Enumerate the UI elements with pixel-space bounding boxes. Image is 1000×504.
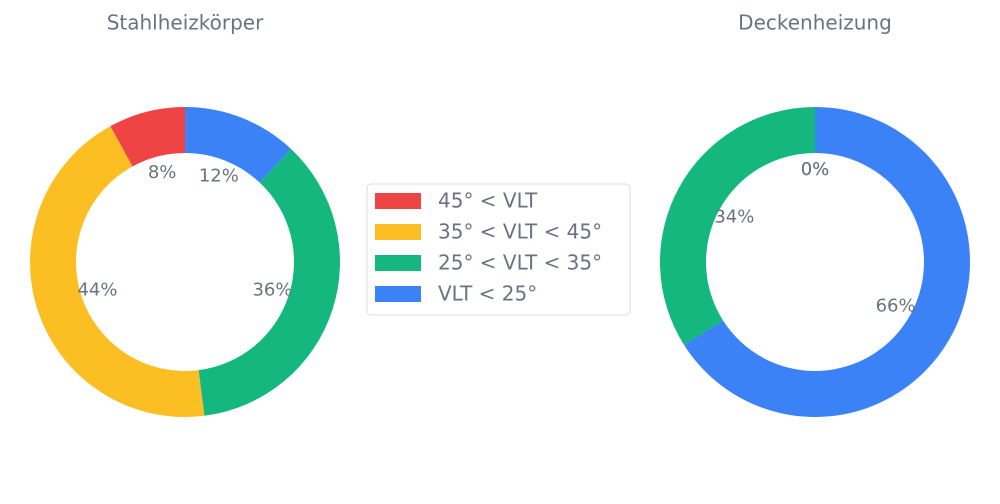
slice xyxy=(30,126,205,418)
slice-label: 36% xyxy=(252,279,292,300)
slice-label: 0% xyxy=(801,159,830,180)
slice-label: 34% xyxy=(714,207,754,228)
slice-label: 12% xyxy=(199,165,239,186)
slice-label: 44% xyxy=(77,279,117,300)
slice xyxy=(110,107,185,167)
slice xyxy=(684,107,970,417)
legend-label: 35° < VLT < 45° xyxy=(438,220,602,244)
chart-title: Stahlheizkörper xyxy=(107,11,264,35)
slice xyxy=(660,107,815,346)
slice-label: 8% xyxy=(148,162,177,183)
slice-label: 66% xyxy=(876,295,916,316)
chart-title: Deckenheizung xyxy=(738,11,892,35)
legend-swatch xyxy=(375,193,421,209)
legend-label: 25° < VLT < 35° xyxy=(438,251,602,275)
legend-label: 45° < VLT xyxy=(438,189,538,213)
slice xyxy=(198,149,340,416)
slice xyxy=(185,107,292,183)
legend-swatch xyxy=(375,224,421,240)
slice-label: 0% xyxy=(801,159,830,180)
legend-swatch xyxy=(375,255,421,271)
legend-label: VLT < 25° xyxy=(438,282,537,306)
legend-box xyxy=(366,183,631,316)
legend-swatch xyxy=(375,286,421,302)
